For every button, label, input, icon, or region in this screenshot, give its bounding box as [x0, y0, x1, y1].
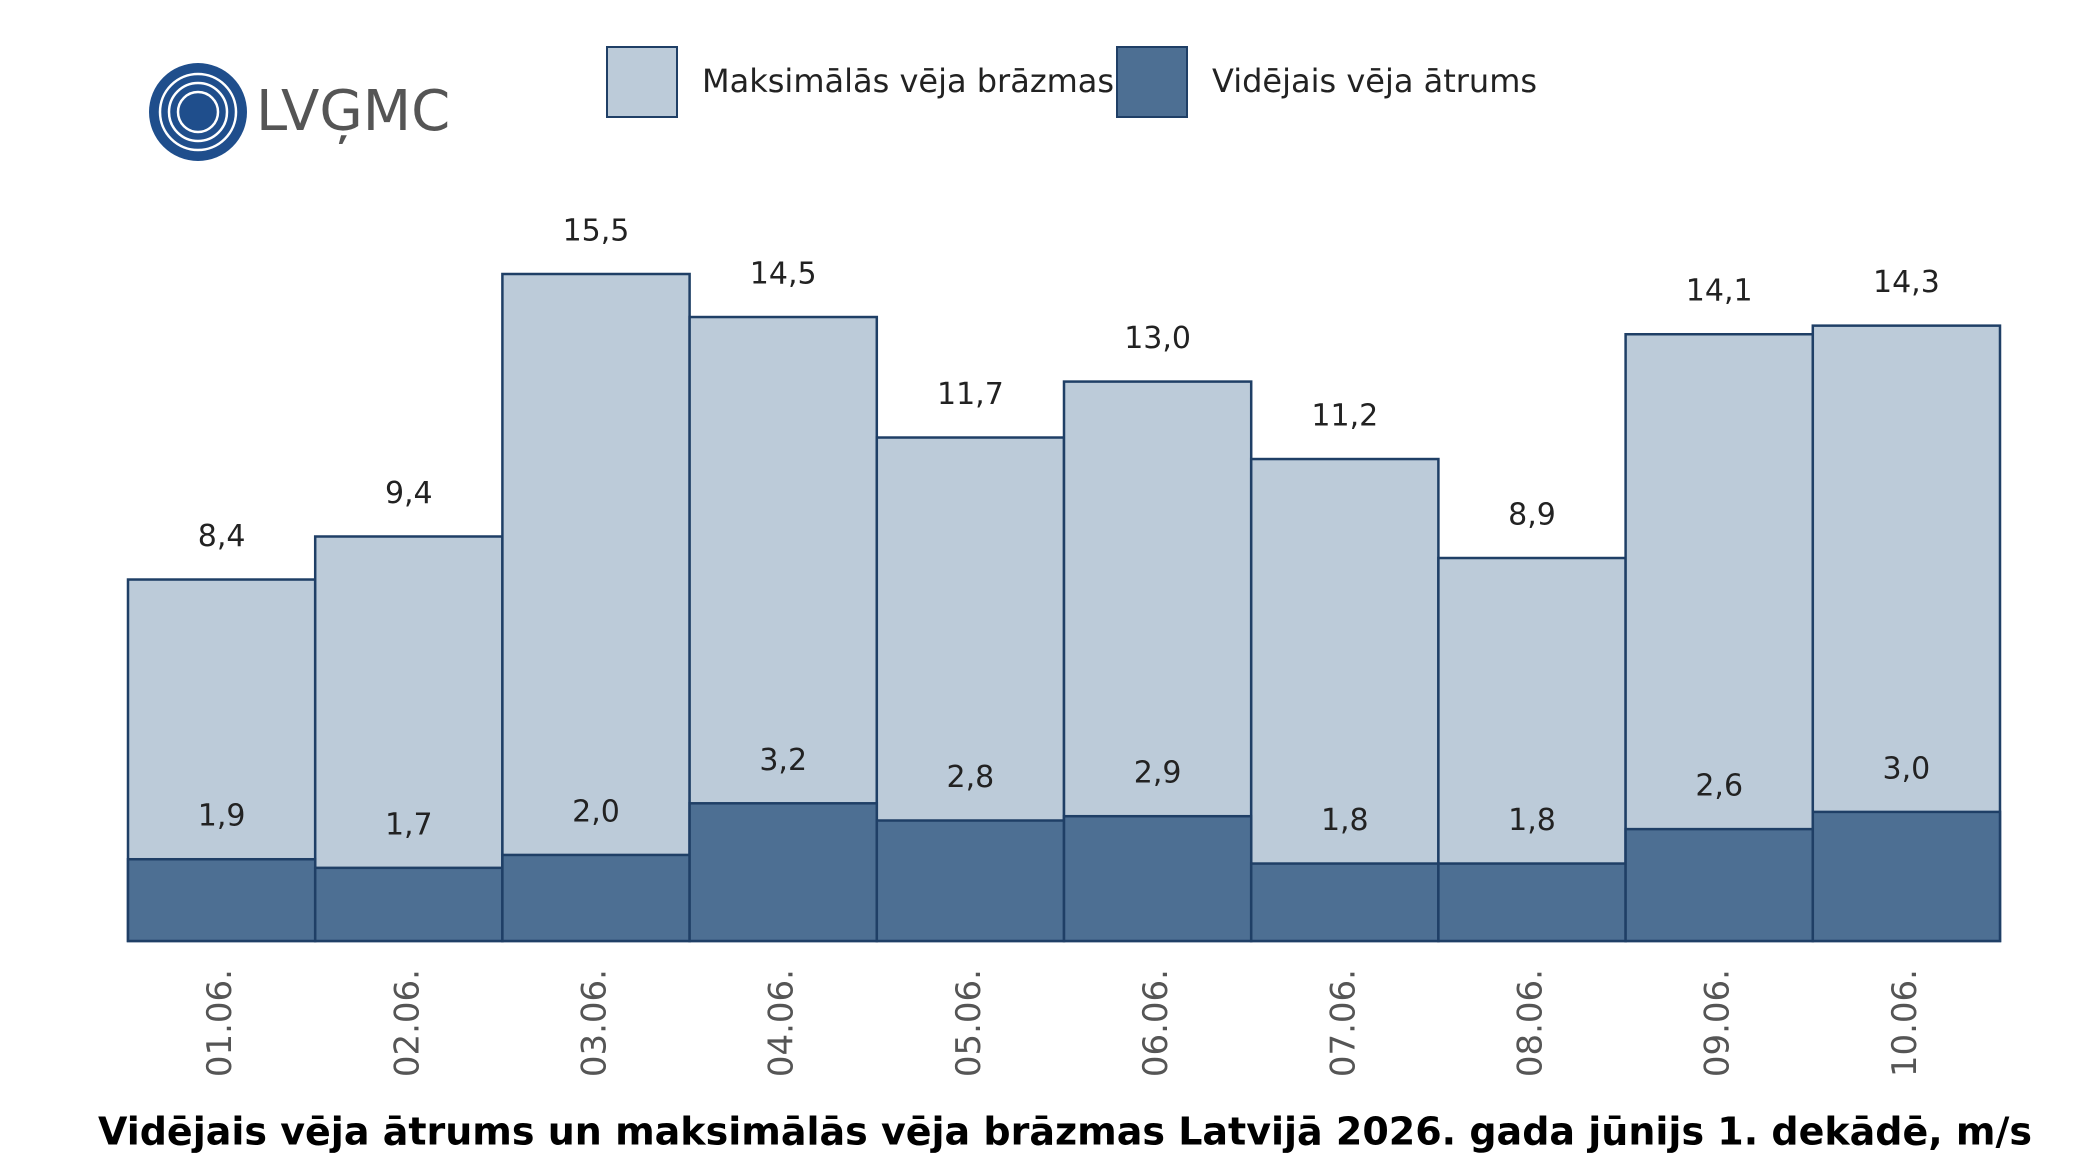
bar	[126, 857, 317, 943]
logo-ring	[158, 72, 238, 152]
logo-ring	[176, 90, 220, 134]
legend-swatch	[1116, 46, 1188, 118]
data-label: 1,9	[198, 799, 246, 834]
logo-text: LVĢMC	[256, 79, 450, 145]
data-label: 14,5	[750, 257, 817, 292]
data-label: 11,7	[937, 377, 1004, 412]
data-label: 1,8	[1508, 803, 1556, 838]
data-label: 9,4	[385, 476, 433, 511]
data-label: 14,1	[1686, 274, 1753, 309]
bar	[875, 819, 1066, 943]
bar	[501, 272, 691, 943]
x-tick-label: 06.06.	[1136, 969, 1176, 1077]
data-label: 11,2	[1311, 399, 1378, 434]
x-tick-label: 03.06.	[575, 969, 615, 1077]
bar	[1811, 810, 2002, 943]
data-label: 14,3	[1873, 265, 1940, 300]
data-label: 2,8	[947, 760, 995, 795]
legend-label: Maksimālās vēja brāzmas	[702, 62, 1114, 100]
data-label: 8,4	[198, 519, 246, 554]
bar	[1249, 457, 1440, 943]
data-label: 3,2	[759, 743, 807, 778]
x-tick-label: 01.06.	[200, 969, 240, 1077]
x-tick-label: 02.06.	[387, 969, 427, 1077]
bar	[1249, 862, 1440, 943]
data-label: 13,0	[1124, 321, 1191, 356]
x-tick-label: 07.06.	[1323, 969, 1363, 1077]
data-label: 8,9	[1508, 498, 1556, 533]
data-label: 3,0	[1883, 751, 1931, 786]
legend-label: Vidējais vēja ātrums	[1212, 62, 1537, 100]
logo-circle	[149, 63, 247, 161]
chart-title: Vidējais vēja ātrums un maksimālās vēja …	[98, 1110, 2032, 1154]
x-tick-label: 09.06.	[1698, 969, 1738, 1077]
data-label: 2,6	[1695, 769, 1743, 804]
bar	[688, 802, 879, 943]
data-label: 2,0	[572, 794, 620, 829]
x-tick-label: 05.06.	[949, 969, 989, 1077]
bar	[313, 866, 504, 943]
bar	[1062, 814, 1253, 943]
logo-ring	[167, 81, 229, 143]
bar	[1624, 827, 1815, 943]
x-tick-label: 04.06.	[762, 969, 802, 1077]
x-tick-label: 08.06.	[1511, 969, 1551, 1077]
x-tick-label: 10.06.	[1885, 969, 1925, 1077]
data-label: 15,5	[563, 214, 630, 249]
data-label: 1,8	[1321, 803, 1369, 838]
data-label: 2,9	[1134, 756, 1182, 791]
legend-swatch	[606, 46, 678, 118]
logo: LVĢMC	[149, 63, 450, 161]
data-label: 1,7	[385, 807, 433, 842]
bar	[1437, 862, 1627, 943]
bar	[501, 853, 691, 943]
